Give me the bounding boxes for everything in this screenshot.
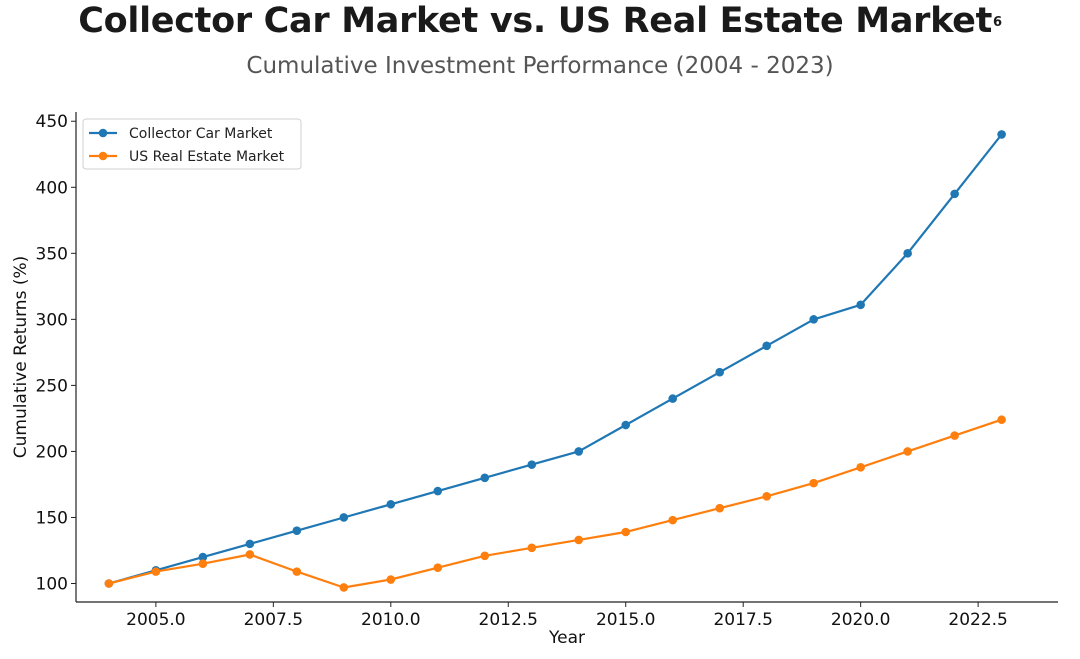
data-point [762, 341, 771, 351]
legend-swatch-marker [98, 151, 108, 161]
data-point [151, 567, 161, 576]
series-1 [104, 415, 1006, 592]
x-tick-label: 2010.0 [361, 610, 420, 630]
x-tick-label: 2022.5 [948, 610, 1007, 630]
x-tick-label: 2015.0 [596, 610, 655, 630]
y-axis-label: Cumulative Returns (%) [11, 256, 31, 459]
data-point [809, 315, 818, 324]
data-point [527, 460, 537, 469]
data-point [997, 130, 1006, 139]
y-tick-label: 250 [36, 376, 68, 396]
data-point [856, 462, 865, 472]
title-footnote: 6 [993, 15, 1002, 30]
data-point [339, 513, 349, 522]
data-point [950, 189, 959, 199]
chart-subtitle: Cumulative Investment Performance (2004 … [246, 53, 834, 79]
data-point [809, 478, 818, 488]
data-point [386, 575, 396, 584]
data-point [903, 447, 912, 456]
data-point [997, 415, 1006, 425]
data-point [527, 543, 537, 553]
y-tick-label: 400 [36, 178, 68, 198]
legend-swatch-marker [98, 128, 108, 138]
y-tick-label: 350 [36, 244, 68, 264]
x-tick-label: 2007.5 [244, 610, 303, 630]
x-tick-label: 2005.0 [126, 610, 185, 630]
data-point [903, 249, 912, 258]
x-tick-label: 2017.5 [713, 610, 772, 630]
data-point [574, 535, 584, 545]
legend-entry-label: Collector Car Market [129, 126, 273, 142]
x-tick-label: 2020.0 [831, 610, 890, 630]
data-point [574, 447, 584, 456]
chart-title: Collector Car Market vs. US Real Estate … [0, 0, 1080, 42]
data-point [292, 526, 302, 535]
data-point [198, 552, 208, 562]
data-point [668, 515, 678, 525]
y-tick-label: 100 [36, 575, 68, 595]
series-line [108, 418, 1002, 589]
data-point [668, 394, 678, 403]
y-tick-label: 200 [36, 442, 68, 462]
data-point [339, 583, 349, 592]
chart-title-text: Collector Car Market vs. US Real Estate … [78, 1, 993, 41]
data-point [104, 579, 114, 588]
data-point [715, 367, 725, 377]
series-layer [104, 130, 1006, 592]
legend-box [82, 118, 302, 170]
x-tick-label: 2012.5 [479, 610, 538, 630]
data-point [621, 420, 631, 430]
legend: Collector Car Market US Real Estate Marke… [82, 118, 302, 170]
data-point [386, 499, 396, 509]
series-0 [104, 130, 1006, 588]
data-point [762, 492, 771, 501]
y-tick-label: 300 [36, 310, 68, 330]
data-point [950, 431, 959, 440]
data-point [480, 473, 490, 483]
data-point [433, 486, 443, 496]
data-point [292, 567, 302, 576]
data-point [433, 563, 443, 572]
x-axis-label: Year [548, 628, 585, 648]
data-point [856, 300, 865, 310]
y-tick-label: 450 [36, 112, 68, 132]
data-point [245, 550, 255, 559]
data-point [245, 539, 255, 549]
legend-entry-label: US Real Estate Market [129, 149, 285, 165]
y-tick-label: 150 [36, 508, 68, 528]
data-point [480, 551, 490, 561]
series-line [108, 133, 1003, 585]
axes: 2005.0 2007.5 2010.0 2012.5 2015.0 2017.5 2020… [11, 112, 1058, 648]
data-point [715, 503, 725, 513]
data-point [621, 527, 631, 537]
data-point [198, 559, 208, 568]
